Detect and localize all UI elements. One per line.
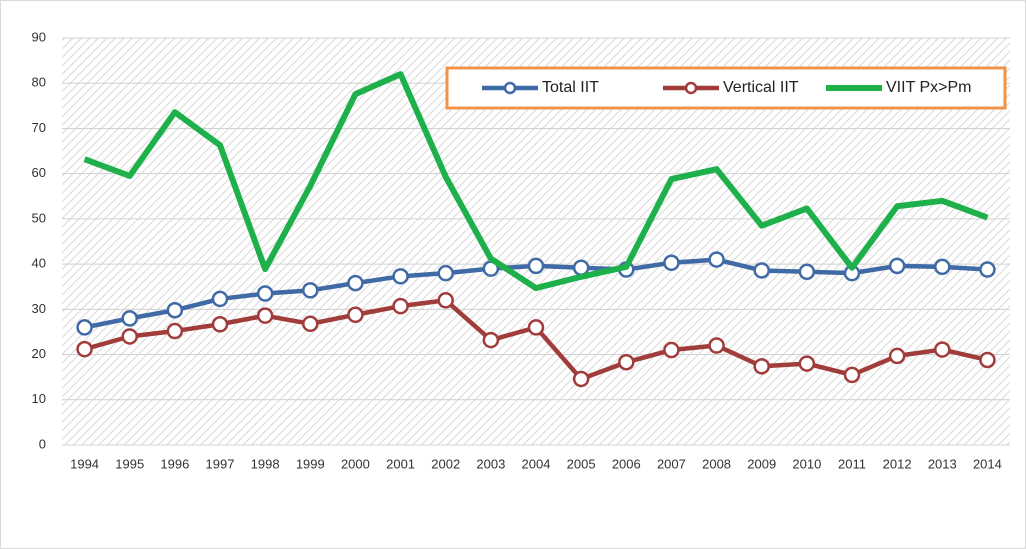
x-tick-label: 1995 (115, 456, 144, 471)
x-tick-label: 1994 (70, 456, 99, 471)
x-tick-label: 2012 (883, 456, 912, 471)
legend-box (445, 66, 1007, 110)
marker (166, 301, 184, 319)
y-tick-label: 50 (32, 210, 46, 225)
marker (753, 262, 770, 279)
x-tick-label: 2013 (928, 456, 957, 471)
x-tick-label: 2003 (476, 456, 505, 471)
marker (663, 341, 680, 359)
marker (618, 353, 635, 371)
x-tick-label: 2004 (522, 456, 551, 471)
legend-label: Total IIT (542, 79, 599, 96)
x-tick-label: 1996 (160, 456, 189, 471)
legend-label: Vertical IIT (723, 79, 799, 96)
marker (166, 322, 184, 340)
y-tick-label: 10 (32, 391, 46, 406)
x-tick-label: 2000 (341, 456, 370, 471)
y-tick-label: 30 (32, 301, 46, 316)
marker (347, 306, 364, 324)
marker (934, 341, 951, 358)
legend-marker (503, 81, 517, 95)
marker (121, 310, 138, 327)
marker (708, 251, 725, 268)
marker (76, 319, 93, 336)
x-tick-label: 2009 (747, 456, 776, 471)
y-tick-label: 90 (32, 29, 46, 44)
x-tick-label: 2010 (792, 456, 821, 471)
marker (798, 355, 816, 372)
legend-marker (684, 81, 698, 95)
marker (979, 261, 996, 278)
marker (663, 254, 680, 272)
marker (256, 307, 274, 324)
marker (256, 285, 274, 302)
marker (302, 282, 319, 299)
y-tick-label: 0 (39, 436, 46, 451)
y-tick-label: 60 (32, 165, 46, 180)
marker (347, 274, 364, 292)
marker (527, 319, 545, 336)
x-tick-label: 2001 (386, 456, 415, 471)
marker (482, 331, 500, 349)
marker (572, 370, 590, 388)
marker (437, 264, 454, 282)
marker (76, 340, 93, 358)
marker (302, 315, 319, 333)
marker (211, 290, 229, 308)
marker (527, 257, 545, 275)
marker (392, 268, 409, 285)
y-tick-label: 80 (32, 75, 46, 90)
x-tick-label: 1999 (296, 456, 325, 471)
y-tick-label: 70 (32, 120, 46, 135)
marker (708, 337, 725, 354)
marker (437, 292, 454, 309)
x-tick-label: 2006 (612, 456, 641, 471)
marker (843, 366, 861, 384)
marker (211, 316, 229, 333)
x-tick-label: 1997 (206, 456, 235, 471)
marker (888, 257, 906, 275)
x-tick-label: 2005 (567, 456, 596, 471)
x-tick-label: 2014 (973, 456, 1002, 471)
marker (979, 351, 996, 369)
series-line (83, 71, 989, 292)
x-tick-label: 2007 (657, 456, 686, 471)
marker (798, 263, 816, 281)
x-tick-label: 2008 (702, 456, 731, 471)
legend-label: VIIT Px>Pm (886, 79, 972, 96)
x-tick-label: 2011 (838, 456, 866, 471)
x-tick-label: 2002 (431, 456, 460, 471)
x-tick-label: 1998 (251, 456, 280, 471)
marker (121, 328, 138, 345)
y-tick-label: 20 (32, 346, 46, 361)
marker (934, 258, 951, 276)
marker (888, 347, 906, 365)
marker (753, 358, 770, 375)
y-tick-label: 40 (32, 256, 46, 271)
marker (392, 297, 409, 315)
